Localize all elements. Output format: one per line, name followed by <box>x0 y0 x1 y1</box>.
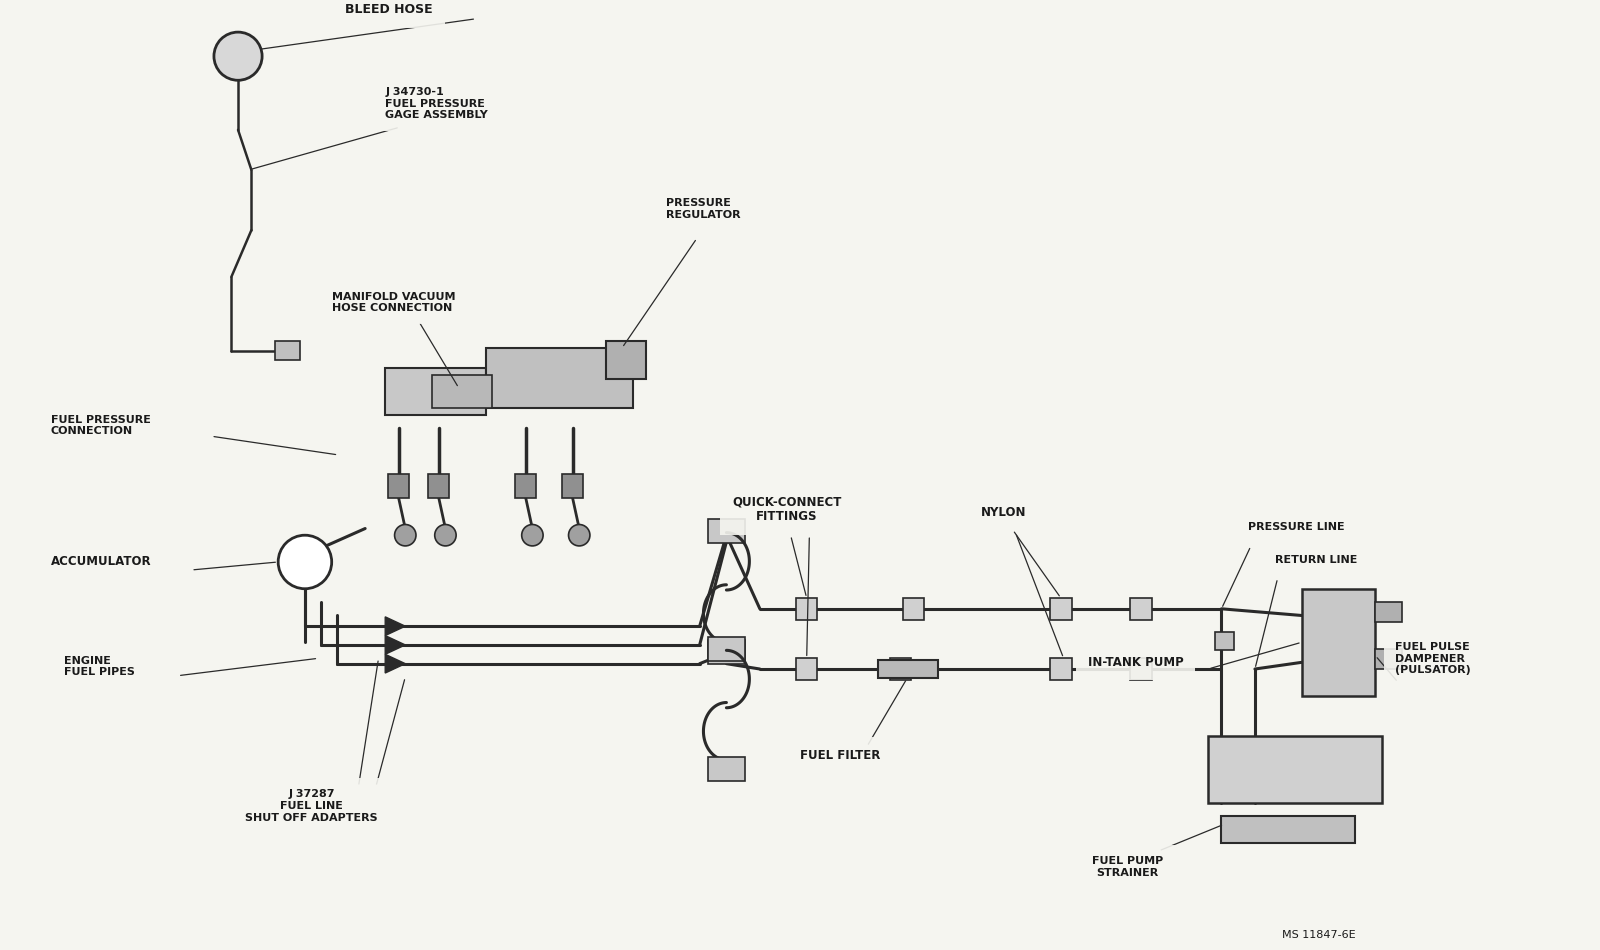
Text: FUEL FILTER: FUEL FILTER <box>800 750 880 762</box>
Text: MANIFOLD VACUUM
HOSE CONNECTION: MANIFOLD VACUUM HOSE CONNECTION <box>331 292 454 314</box>
Bar <box>1208 736 1382 803</box>
Bar <box>1376 602 1402 622</box>
Bar <box>429 474 450 498</box>
Bar <box>515 474 536 498</box>
Bar <box>562 474 584 498</box>
Bar <box>707 519 746 543</box>
Bar <box>387 474 410 498</box>
Text: ENGINE
FUEL PIPES: ENGINE FUEL PIPES <box>64 656 134 677</box>
Text: J 34730-1
FUEL PRESSURE
GAGE ASSEMBLY: J 34730-1 FUEL PRESSURE GAGE ASSEMBLY <box>386 87 488 120</box>
Bar <box>902 598 925 619</box>
Bar <box>878 659 938 678</box>
Polygon shape <box>386 636 405 655</box>
Text: PRESSURE
REGULATOR: PRESSURE REGULATOR <box>666 198 741 219</box>
Text: J 37287
FUEL LINE
SHUT OFF ADAPTERS: J 37287 FUEL LINE SHUT OFF ADAPTERS <box>245 789 378 823</box>
Bar <box>1050 658 1072 679</box>
Polygon shape <box>386 617 405 636</box>
Bar <box>795 658 818 679</box>
Bar <box>1050 598 1072 619</box>
Bar <box>485 348 632 408</box>
Bar <box>795 598 818 619</box>
Text: RETURN LINE: RETURN LINE <box>1275 556 1357 565</box>
Text: BLEED HOSE: BLEED HOSE <box>346 3 432 16</box>
Circle shape <box>522 524 542 546</box>
Bar <box>1302 589 1376 695</box>
Bar <box>1131 598 1152 619</box>
Text: QUICK-CONNECT
FITTINGS: QUICK-CONNECT FITTINGS <box>731 495 842 523</box>
Bar <box>386 368 485 415</box>
Text: FUEL PRESSURE
CONNECTION: FUEL PRESSURE CONNECTION <box>51 415 150 436</box>
Text: PRESSURE LINE: PRESSURE LINE <box>1248 522 1346 532</box>
Circle shape <box>395 524 416 546</box>
Bar <box>275 341 299 360</box>
Bar <box>890 658 910 679</box>
Bar <box>1131 658 1152 679</box>
Text: IN-TANK PUMP: IN-TANK PUMP <box>1088 656 1184 669</box>
Text: NYLON: NYLON <box>981 505 1026 519</box>
Bar <box>1221 816 1355 843</box>
Bar <box>707 639 746 664</box>
Circle shape <box>214 32 262 81</box>
Bar <box>1214 632 1234 651</box>
Text: FUEL PUMP
STRAINER: FUEL PUMP STRAINER <box>1093 856 1163 878</box>
Circle shape <box>435 524 456 546</box>
Circle shape <box>278 535 331 589</box>
Bar <box>707 636 746 661</box>
Bar <box>707 757 746 782</box>
Text: FUEL PULSE
DAMPENER
(PULSATOR): FUEL PULSE DAMPENER (PULSATOR) <box>1395 642 1470 675</box>
Text: MS 11847-6E: MS 11847-6E <box>1282 930 1355 940</box>
Polygon shape <box>386 655 405 673</box>
Bar <box>432 374 493 408</box>
Text: ACCUMULATOR: ACCUMULATOR <box>51 556 152 568</box>
Circle shape <box>568 524 590 546</box>
Bar <box>606 341 646 379</box>
Bar <box>1376 649 1402 669</box>
